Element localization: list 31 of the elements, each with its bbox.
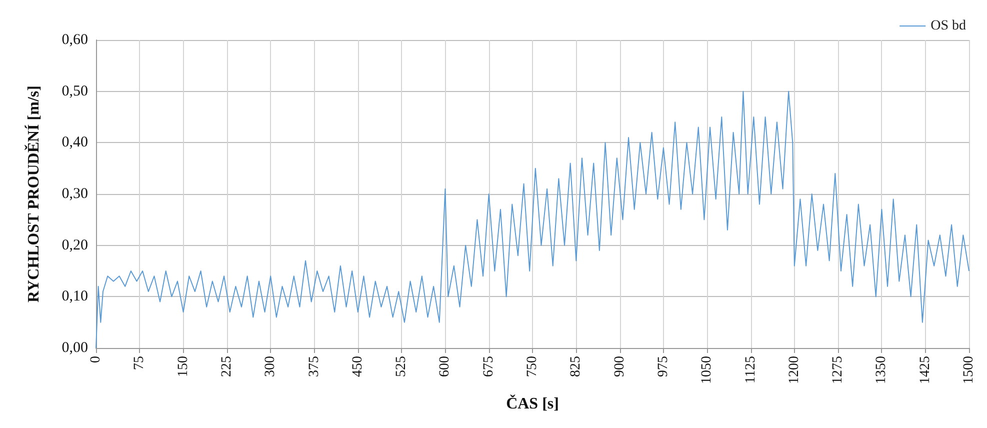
x-tick-label: 600 bbox=[438, 356, 453, 377]
x-tick-label: 375 bbox=[306, 356, 322, 377]
y-tick-label: 0,20 bbox=[62, 237, 88, 254]
x-tick-label: 750 bbox=[525, 356, 540, 377]
x-tick-label: 150 bbox=[176, 356, 191, 377]
y-tick-label: 0,60 bbox=[62, 32, 88, 48]
x-tick-label: 525 bbox=[394, 356, 410, 377]
x-tick-label: 1500 bbox=[962, 356, 976, 384]
y-tick-label: 0,40 bbox=[62, 134, 88, 151]
x-tick-label: 900 bbox=[612, 356, 628, 377]
x-tick-label: 1200 bbox=[786, 356, 802, 384]
x-tick-label: 1050 bbox=[700, 356, 715, 384]
y-tick-label: 0,30 bbox=[62, 186, 88, 202]
x-tick-label: 75 bbox=[132, 356, 148, 370]
y-tick-label: 0,00 bbox=[62, 340, 88, 356]
x-tick-label: 450 bbox=[350, 356, 366, 377]
x-tick-label: 300 bbox=[263, 356, 278, 377]
x-tick-label: 975 bbox=[656, 356, 671, 377]
x-tick-label: 1350 bbox=[874, 356, 890, 384]
legend-label: OS bd bbox=[930, 18, 966, 34]
x-tick-label: 1125 bbox=[743, 356, 758, 384]
x-tick-label: 675 bbox=[481, 356, 496, 377]
y-tick-label: 0,10 bbox=[62, 288, 88, 305]
y-tick-label: 0,50 bbox=[62, 83, 88, 100]
x-axis-title: ČAS [s] bbox=[506, 394, 559, 412]
x-tick-label: 825 bbox=[568, 356, 584, 377]
x-tick-label: 1425 bbox=[918, 356, 933, 384]
x-tick-label: 225 bbox=[219, 356, 234, 377]
y-axis-title: RYCHLOST PROUDĚNÍ [m/s] bbox=[24, 86, 42, 302]
x-tick-label: 0 bbox=[88, 356, 104, 363]
x-tick-label: 1275 bbox=[830, 356, 846, 384]
